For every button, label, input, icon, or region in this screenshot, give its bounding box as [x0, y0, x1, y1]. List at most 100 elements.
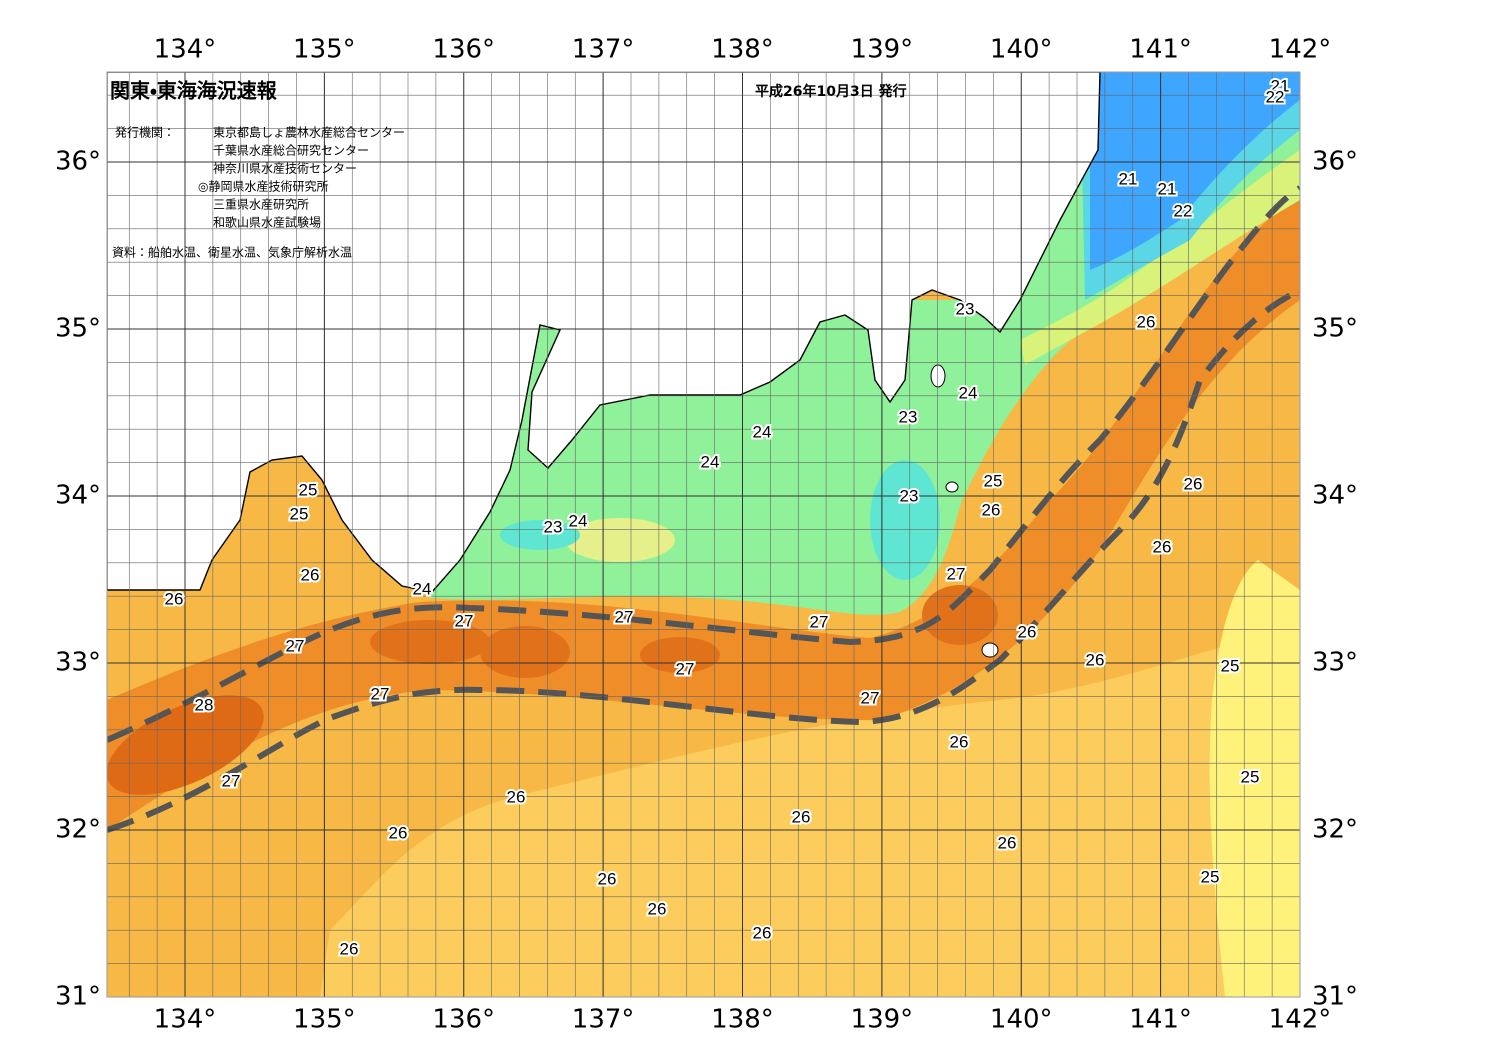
zone-23	[500, 520, 580, 550]
contour-label: 25	[299, 480, 318, 499]
issuer-label: 発行機関：	[115, 126, 175, 140]
contour-label: 24	[701, 452, 720, 471]
contour-label: 26	[1153, 537, 1172, 556]
contour-label: 26	[598, 869, 617, 888]
data-source: 資料：船舶水温、衛星水温、気象庁解析水温	[112, 245, 352, 260]
lat-label: 35°	[55, 314, 101, 344]
issuer: 和歌山県水産試験場	[213, 215, 321, 230]
lon-label: 137°	[572, 1005, 635, 1035]
contour-label: 21	[1271, 76, 1290, 95]
contour-label: 26	[301, 565, 320, 584]
island	[930, 364, 946, 388]
contour-label: 21	[1158, 179, 1177, 198]
lon-label: 135°	[293, 35, 356, 65]
zone-23	[870, 460, 940, 580]
lon-label: 136°	[432, 1005, 495, 1035]
kuroshio-zone	[107, 195, 1300, 830]
contour-label: 26	[982, 500, 1001, 519]
lon-label: 142°	[1269, 1005, 1332, 1035]
contour-label: 21	[1119, 169, 1138, 188]
issuer: 三重県水産研究所	[213, 198, 309, 212]
contour-label: 26	[1018, 622, 1037, 641]
contour-label: 23	[956, 299, 975, 318]
contour-label: 27	[810, 612, 829, 631]
contour-label: 26	[998, 833, 1017, 852]
contour-label: 27	[676, 659, 695, 678]
contour-label: 27	[947, 564, 966, 583]
issue-date: 平成26年10月3日 発行	[755, 83, 907, 100]
contour-label: 27	[861, 688, 880, 707]
contour-label: 26	[753, 923, 772, 942]
contour-label: 27	[455, 611, 474, 630]
issuer: ◎静岡県水産技術研究所	[198, 179, 328, 194]
zone-25	[1020, 150, 1300, 365]
issuer: 千葉県水産総合研究センター	[213, 143, 369, 158]
issuer: 神奈川県水産技術センター	[213, 161, 357, 176]
contour-label: 26	[507, 787, 526, 806]
zone-21	[1090, 72, 1300, 270]
contour-label: 26	[1184, 474, 1203, 493]
zone-28	[370, 620, 490, 664]
contour-label: 25	[290, 504, 309, 523]
lat-label: 32°	[1312, 815, 1358, 845]
contour-label: 26	[1137, 312, 1156, 331]
contour-label: 24	[569, 511, 588, 530]
contour-label: 27	[615, 607, 634, 626]
lon-label: 137°	[572, 35, 635, 65]
lat-label: 31°	[55, 982, 101, 1012]
zone-28	[922, 585, 998, 645]
contour-label: 24	[753, 422, 772, 441]
lon-label: 139°	[851, 1005, 914, 1035]
contour-label: 24	[413, 579, 432, 598]
contour-label: 23	[544, 517, 563, 536]
kuroshio-south-edge	[107, 287, 1300, 833]
zone-25	[1209, 560, 1300, 997]
axes: 134° 134° 135° 135° 136° 136° 137° 137° 138° 138°…	[55, 35, 1358, 1035]
contour-label: 26	[1086, 650, 1105, 669]
lat-label: 32°	[55, 815, 101, 845]
lon-label: 136°	[432, 35, 495, 65]
contour-label: 22	[1174, 201, 1193, 220]
contour-label: 22	[1266, 87, 1285, 106]
contour-label: 25	[1241, 767, 1260, 786]
lon-label: 138°	[711, 35, 774, 65]
contour-label: 26	[389, 823, 408, 842]
contour-label: 23	[900, 486, 919, 505]
lon-label: 140°	[990, 35, 1053, 65]
lon-label: 134°	[154, 35, 217, 65]
lat-label: 36°	[55, 147, 101, 177]
island	[945, 481, 959, 493]
contour-label: 26	[165, 589, 184, 608]
zone-28	[640, 637, 720, 673]
lon-label: 135°	[293, 1005, 356, 1035]
contour-label: 26	[792, 807, 811, 826]
lat-label: 33°	[55, 648, 101, 678]
lat-label: 36°	[1312, 147, 1358, 177]
contour-label: 26	[648, 899, 667, 918]
contour-label: 26	[950, 732, 969, 751]
issuer: 東京都島しょ農林水産総合センター	[213, 125, 405, 140]
contour-label: 25	[1201, 867, 1220, 886]
contour-label: 27	[222, 771, 241, 790]
lon-label: 141°	[1129, 35, 1192, 65]
lon-label: 134°	[154, 1005, 217, 1035]
title: 関東・東海海況速報	[110, 79, 278, 103]
contour-label: 24	[959, 383, 978, 402]
map-frame	[106, 71, 1301, 998]
zone-28	[480, 626, 570, 678]
contour-label: 27	[371, 684, 390, 703]
contour-label: 26	[340, 939, 359, 958]
contour-label: 27	[286, 636, 305, 655]
contour-label: 25	[1221, 656, 1240, 675]
lat-label: 35°	[1312, 314, 1358, 344]
lat-label: 34°	[1312, 481, 1358, 511]
lon-label: 138°	[711, 1005, 774, 1035]
zone-25	[565, 518, 675, 562]
graticule	[107, 72, 1300, 997]
contour-label: 28	[195, 695, 214, 714]
kuroshio-north-edge	[107, 185, 1300, 743]
